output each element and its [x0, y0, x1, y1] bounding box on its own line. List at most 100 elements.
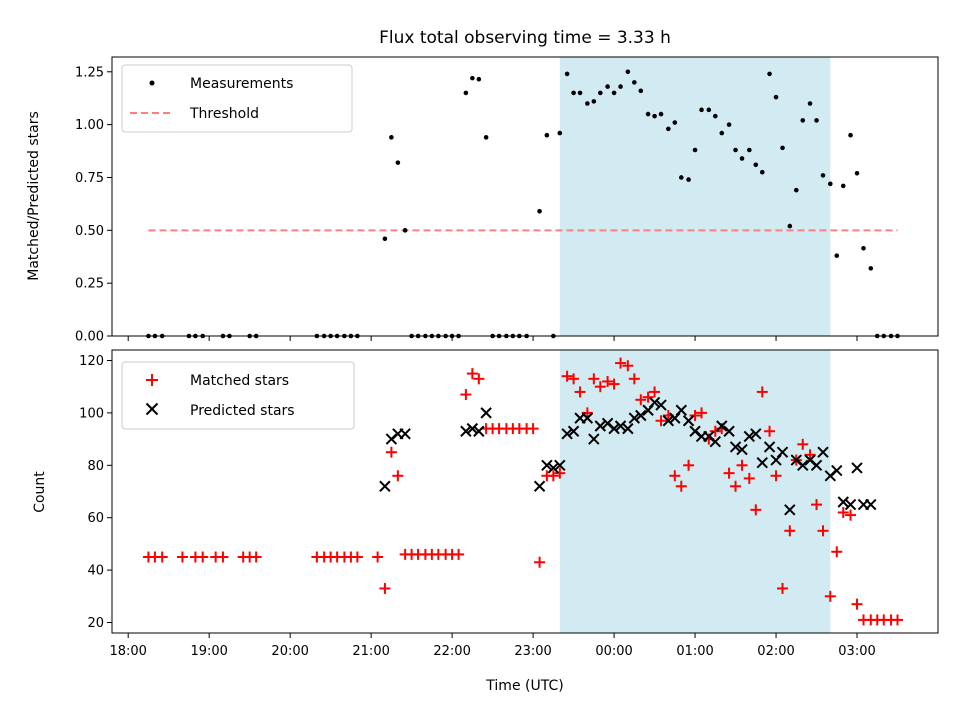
count-y-tick-label: 20	[87, 616, 104, 631]
matched-star-point	[156, 551, 168, 563]
predicted-star-point	[648, 396, 661, 409]
matched-star-point	[351, 551, 363, 563]
predicted-star-point	[797, 459, 809, 472]
ratio-y-tick-label: 0.75	[75, 171, 104, 186]
time-x-tick-label: 20:00	[271, 644, 308, 659]
matched-star-point	[817, 525, 829, 537]
matched-star-point	[622, 360, 634, 372]
matched-star-point	[784, 525, 796, 537]
matched-legend-marker	[146, 374, 158, 386]
predicted-star-point	[567, 425, 580, 437]
ratio-y-tick-label: 0.00	[75, 330, 104, 345]
measurement-point	[571, 90, 576, 96]
matched-star-point	[602, 375, 614, 387]
matched-star-point	[197, 551, 209, 563]
measurement-point	[666, 126, 671, 132]
matched-star-point	[615, 357, 627, 369]
measurement-point	[625, 69, 631, 75]
matched-star-point	[561, 370, 573, 382]
measurement-point	[773, 94, 779, 100]
measurement-point	[658, 111, 664, 117]
measurement-point	[827, 181, 833, 187]
count-y-tick-label: 60	[87, 511, 104, 526]
measurement-point	[564, 71, 570, 77]
matched-star-point	[892, 614, 904, 626]
matched-star-point	[750, 504, 762, 516]
ratio-legend-box	[121, 64, 353, 133]
matched-star-point	[730, 480, 742, 492]
measurement-point	[854, 170, 860, 176]
predicted-star-point	[608, 422, 620, 435]
measurement-point	[814, 118, 819, 123]
measurement-point	[605, 84, 610, 89]
measurement-point	[463, 90, 469, 96]
matched-star-point	[385, 446, 397, 458]
time-x-tick-label: 18:00	[109, 644, 146, 659]
matched-star-point	[608, 378, 620, 390]
matched-star-point	[831, 546, 843, 558]
predicted-star-point	[865, 498, 877, 511]
measurement-point	[678, 175, 684, 180]
measurement-point	[759, 169, 765, 175]
predicted-star-point	[460, 425, 472, 437]
measurement-point	[800, 118, 806, 123]
measurement-point	[585, 101, 590, 106]
matched-star-point	[568, 373, 580, 385]
count-y-tick-label: 100	[79, 406, 104, 421]
time-x-axis-ticks: 18:00 19:00 20:00 21:00 22:00 23:00 00:00 01:00…	[109, 633, 876, 659]
measurement-point	[611, 90, 617, 96]
matched-star-point	[392, 470, 404, 482]
ratio-y-tick-label: 0.25	[75, 277, 104, 292]
matched-star-point	[574, 386, 586, 398]
time-x-tick-label: 00:00	[595, 644, 632, 659]
measurement-point	[840, 183, 846, 189]
measurement-point	[787, 223, 793, 229]
predicted-star-point	[709, 436, 722, 448]
measurement-point	[382, 236, 388, 242]
matched-star-point	[460, 389, 472, 401]
measurement-point	[780, 145, 785, 151]
measurement-point	[861, 245, 866, 251]
measurement-point	[591, 99, 597, 104]
matched-star-point	[217, 551, 229, 563]
counts-legend-box	[121, 361, 355, 430]
matched-star-point	[176, 551, 188, 563]
measurement-point	[645, 111, 651, 117]
measurement-point	[753, 162, 759, 168]
matched-star-point	[736, 459, 748, 471]
matched-star-point	[466, 368, 478, 380]
time-x-tick-label: 23:00	[514, 644, 551, 659]
matched-star-point	[824, 590, 836, 602]
predicted-star-point	[756, 456, 768, 469]
ratio-y-tick-label: 1.00	[75, 118, 104, 133]
observing-window-shade-bottom	[559, 350, 831, 633]
observing-window-shade-top	[559, 57, 831, 336]
predicted-star-point	[662, 415, 675, 427]
time-x-tick-label: 01:00	[676, 644, 713, 659]
chart-title: Flux total observing time = 3.33 h	[379, 28, 671, 48]
measurement-point	[739, 156, 745, 161]
matched-star-point	[675, 480, 687, 492]
predicted-star-point	[837, 496, 849, 508]
matched-star-point	[709, 425, 721, 437]
predicted-star-point	[399, 428, 411, 440]
measurement-point	[713, 113, 718, 119]
measurement-point	[544, 132, 550, 138]
ratio-legend: Measurements Threshold	[121, 64, 353, 133]
predicted-star-point	[379, 480, 391, 492]
matched-star-point	[628, 373, 640, 385]
predicted-star-point	[750, 428, 762, 440]
measurement-point	[402, 228, 408, 233]
predicted-star-point	[851, 462, 863, 474]
measurement-point	[733, 147, 738, 153]
predicted-star-point	[763, 441, 776, 453]
matched-star-point	[453, 548, 465, 560]
matched-star-point	[804, 449, 816, 461]
ratio-y-tick-label: 0.50	[75, 224, 104, 239]
ratio-y-tick-label: 1.25	[75, 65, 104, 80]
predicted-star-point	[547, 462, 560, 474]
matched-star-point	[547, 470, 559, 482]
threshold-legend-label: Threshold	[189, 106, 259, 122]
measurement-point	[652, 113, 657, 119]
